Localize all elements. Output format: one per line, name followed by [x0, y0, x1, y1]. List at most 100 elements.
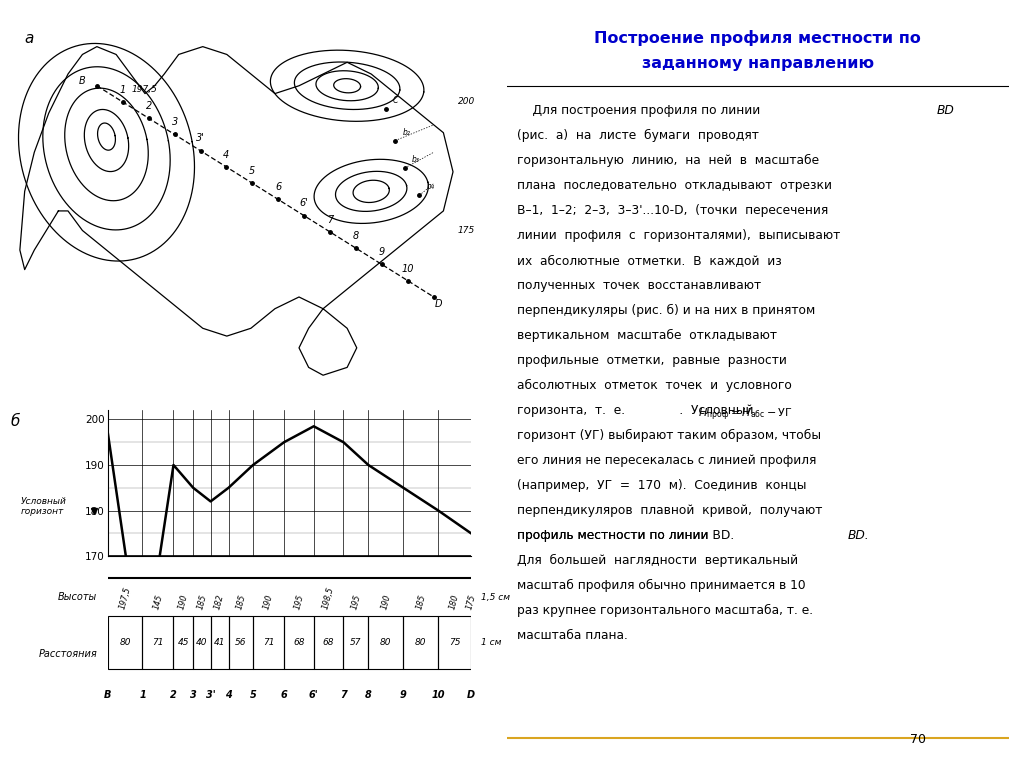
Text: 4: 4	[225, 690, 231, 700]
Text: 71: 71	[153, 638, 164, 647]
Text: Для построения профиля по линии: Для построения профиля по линии	[517, 104, 764, 117]
Text: а: а	[25, 31, 34, 46]
Bar	[438, 616, 471, 669]
Text: 6: 6	[281, 690, 288, 700]
Text: B–1,  1–2;  2–3,  3–3'...10-D,  (точки  пересечения: B–1, 1–2; 2–3, 3–3'...10-D, (точки перес…	[517, 204, 828, 217]
Text: перпендикуляры (рис. б) и на них в принятом: перпендикуляры (рис. б) и на них в приня…	[517, 304, 815, 318]
Text: 56: 56	[236, 638, 247, 647]
Text: 6': 6'	[309, 690, 318, 700]
Text: полученных  точек  восстанавливают: полученных точек восстанавливают	[517, 279, 761, 292]
Text: 197,5: 197,5	[132, 85, 158, 94]
Text: 195: 195	[349, 593, 362, 611]
Text: C: C	[393, 97, 398, 105]
Text: 198,5: 198,5	[322, 586, 336, 611]
Text: 3': 3'	[206, 690, 215, 700]
Text: 182: 182	[213, 593, 226, 611]
Text: б: б	[10, 414, 19, 430]
Text: 6': 6'	[300, 198, 308, 208]
Text: 4: 4	[223, 150, 229, 160]
Text: 190: 190	[380, 593, 392, 611]
Text: 80: 80	[415, 638, 427, 647]
Text: $H_{\rm проф}=H_{\rm абс}-{\rm УГ}$: $H_{\rm проф}=H_{\rm абс}-{\rm УГ}$	[697, 407, 793, 423]
Text: его линия не пересекалась с линией профиля: его линия не пересекалась с линией профи…	[517, 454, 816, 467]
Text: линии  профиля  с  горизонталями),  выписывают: линии профиля с горизонталями), выписыва…	[517, 229, 840, 242]
Text: 45: 45	[177, 638, 189, 647]
Text: 80: 80	[119, 638, 131, 647]
Text: Условный
горизонт: Условный горизонт	[20, 497, 67, 516]
Text: горизонтальную  линию,  на  ней  в  масштабе: горизонтальную линию, на ней в масштабе	[517, 154, 819, 167]
Text: 75: 75	[449, 638, 461, 647]
Text: 3: 3	[171, 117, 178, 127]
Text: профиль местности по линии: профиль местности по линии	[517, 529, 713, 542]
Text: b₂: b₂	[402, 127, 411, 137]
Text: b₄: b₄	[427, 183, 434, 192]
Text: 3: 3	[189, 690, 197, 700]
Text: 190: 190	[262, 593, 274, 611]
Text: D: D	[435, 298, 442, 309]
Text: 190: 190	[177, 593, 189, 611]
Text: 1 см: 1 см	[481, 638, 502, 647]
Bar	[343, 616, 369, 669]
Bar	[108, 616, 142, 669]
Bar	[173, 616, 194, 669]
Text: B: B	[79, 76, 86, 86]
Text: 185: 185	[234, 593, 247, 611]
Text: 185: 185	[196, 593, 208, 611]
Text: 10: 10	[401, 264, 414, 274]
Text: 1,5 см: 1,5 см	[481, 593, 510, 601]
Text: 145: 145	[152, 593, 164, 611]
Text: 197,5: 197,5	[118, 586, 132, 611]
Text: BD: BD	[936, 104, 954, 117]
Text: масштаба плана.: масштаба плана.	[517, 630, 628, 643]
Text: 200: 200	[458, 97, 475, 106]
Text: 80: 80	[380, 638, 391, 647]
Text: B: B	[103, 690, 112, 700]
Text: 68: 68	[323, 638, 335, 647]
Text: вертикальном  масштабе  откладывают: вертикальном масштабе откладывают	[517, 329, 777, 342]
Text: 195: 195	[293, 593, 305, 611]
Bar	[211, 616, 228, 669]
Text: 2: 2	[170, 690, 177, 700]
Text: 175: 175	[465, 593, 477, 611]
Bar	[194, 616, 211, 669]
Text: 1: 1	[139, 690, 145, 700]
Text: 71: 71	[263, 638, 274, 647]
Text: 7: 7	[340, 690, 347, 700]
Text: Построение профиля местности по: Построение профиля местности по	[594, 30, 922, 46]
Text: 2: 2	[145, 101, 152, 111]
Text: 6: 6	[275, 183, 282, 193]
Text: перпендикуляров  плавной  кривой,  получают: перпендикуляров плавной кривой, получают	[517, 504, 822, 517]
Text: (например,  УГ  =  170  м).  Соединив  концы: (например, УГ = 170 м). Соединив концы	[517, 479, 807, 492]
Text: b₃: b₃	[412, 155, 420, 164]
Bar	[284, 616, 313, 669]
Text: заданному направлению: заданному направлению	[642, 56, 873, 71]
Text: горизонта,  т.  е.              .  Условный: горизонта, т. е. . Условный	[517, 404, 754, 417]
Text: 9: 9	[379, 248, 385, 258]
Text: плана  последовательно  откладывают  отрезки: плана последовательно откладывают отрезк…	[517, 179, 831, 192]
Bar	[253, 616, 284, 669]
Text: абсолютных  отметок  точек  и  условного: абсолютных отметок точек и условного	[517, 379, 792, 392]
Text: 5: 5	[250, 690, 256, 700]
Text: 5: 5	[249, 166, 255, 176]
Text: 185: 185	[415, 593, 427, 611]
Bar	[369, 616, 403, 669]
Text: Для  большей  наглядности  вертикальный: Для большей наглядности вертикальный	[517, 555, 798, 568]
Text: Расстояния: Расстояния	[39, 649, 97, 659]
Text: (рис.  а)  на  листе  бумаги  проводят: (рис. а) на листе бумаги проводят	[517, 129, 759, 142]
Text: D: D	[467, 690, 475, 700]
Text: 10: 10	[431, 690, 445, 700]
Bar	[313, 616, 343, 669]
Text: 7: 7	[327, 215, 333, 225]
Text: BD.: BD.	[848, 529, 869, 542]
Text: 68: 68	[293, 638, 305, 647]
Bar	[142, 616, 173, 669]
Text: 175: 175	[458, 226, 475, 235]
Text: профиль местности по линии BD.: профиль местности по линии BD.	[517, 529, 734, 542]
Text: профильные  отметки,  равные  разности: профильные отметки, равные разности	[517, 354, 786, 367]
Text: горизонт (УГ) выбирают таким образом, чтобы: горизонт (УГ) выбирают таким образом, чт…	[517, 430, 821, 443]
Text: 70: 70	[910, 732, 927, 746]
Text: 1: 1	[120, 85, 126, 95]
Bar	[403, 616, 438, 669]
Text: 57: 57	[350, 638, 361, 647]
Text: 3': 3'	[196, 133, 205, 143]
